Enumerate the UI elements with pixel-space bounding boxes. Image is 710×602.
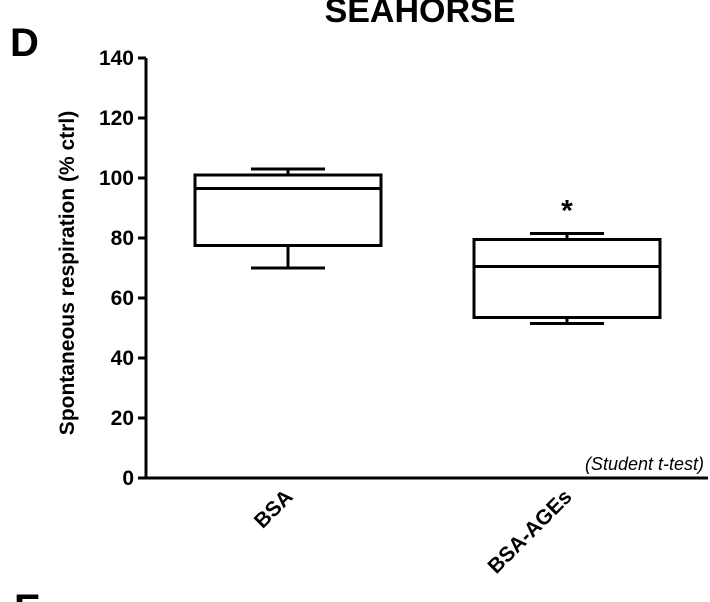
y-tick-label: 120 [99,107,134,130]
box-bsa [193,167,383,270]
y-tick-label: 20 [111,407,134,430]
panel-label: D [10,21,39,65]
next-panel-label: E [14,587,41,602]
stat-test-annotation: (Student t-test) [585,454,704,474]
x-tick-label: BSA [250,485,298,533]
y-tick-label: 60 [111,287,134,310]
y-tick-label: 0 [122,467,134,490]
y-tick-label: 40 [111,347,134,370]
y-axis-label: Spontaneous respiration (% ctrl) [56,111,79,435]
y-axis-ticks: 0 20 40 60 80 100 120 140 [99,47,146,490]
y-tick-label: 80 [111,227,134,250]
chart-title: SEAHORSE [325,0,516,30]
significance-asterisk: * [561,195,573,228]
x-axis-tick-labels: BSA BSA-AGEs [250,485,577,578]
y-tick-label: 100 [99,167,134,190]
x-tick-label: BSA-AGEs [484,485,577,578]
interquartile-box [193,173,383,247]
y-tick-label: 140 [99,47,134,70]
boxes: * [193,167,662,325]
axes [144,58,708,480]
interquartile-box [472,238,662,319]
box-bsa-ages [472,232,662,325]
